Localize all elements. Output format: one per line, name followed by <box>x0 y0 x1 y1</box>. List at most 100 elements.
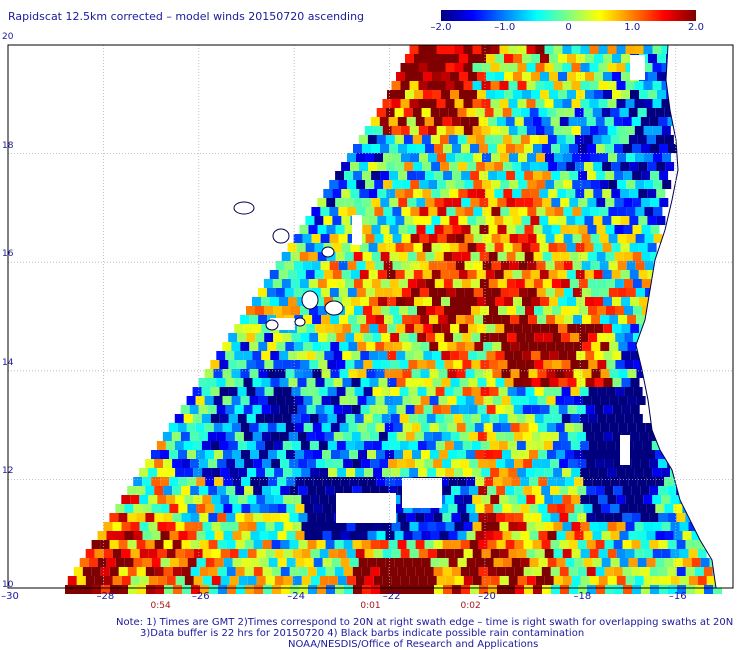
wind-cell <box>423 54 432 63</box>
wind-cell <box>292 549 302 558</box>
wind-cell <box>462 441 472 450</box>
wind-cell <box>535 45 545 54</box>
wind-cell <box>600 396 610 405</box>
wind-cell <box>279 432 289 441</box>
wind-cell <box>386 270 396 279</box>
wind-cell <box>623 585 632 594</box>
wind-cell <box>388 459 398 468</box>
wind-cell <box>649 117 659 126</box>
wind-cell <box>480 360 490 369</box>
wind-cell <box>363 441 373 450</box>
wind-cell <box>505 567 515 576</box>
wind-cell <box>414 72 423 81</box>
wind-cell <box>334 486 344 495</box>
wind-cell <box>524 171 534 180</box>
wind-cell <box>398 171 408 180</box>
wind-cell <box>121 576 131 585</box>
colorbar-label: –1.0 <box>494 22 516 33</box>
wind-cell <box>285 423 295 432</box>
wind-cell <box>373 126 383 135</box>
wind-cell <box>578 225 588 234</box>
wind-cell <box>359 243 369 252</box>
wind-cell <box>73 567 83 576</box>
wind-cell <box>488 198 498 207</box>
wind-cell <box>479 144 488 153</box>
wind-cell <box>590 234 600 243</box>
wind-cell <box>576 351 586 360</box>
wind-cell <box>550 117 560 126</box>
wind-cell <box>272 279 282 288</box>
wind-cell <box>676 567 686 576</box>
wind-cell <box>564 369 574 378</box>
wind-cell <box>616 468 626 477</box>
wind-cell <box>637 108 647 117</box>
wind-cell <box>324 432 334 441</box>
wind-cell <box>298 540 308 549</box>
wind-cell <box>264 387 274 396</box>
wind-cell <box>403 450 412 459</box>
wind-cell <box>265 522 275 531</box>
wind-cell <box>468 324 478 333</box>
wind-cell <box>381 414 391 423</box>
wind-cell <box>365 180 375 189</box>
wind-cell <box>371 144 380 153</box>
wind-cell <box>554 234 564 243</box>
wind-cell <box>472 45 482 54</box>
wind-cell <box>422 189 432 198</box>
wind-cell <box>299 279 309 288</box>
wind-cell <box>551 198 561 207</box>
wind-cell <box>565 135 575 144</box>
wind-cell <box>193 495 203 504</box>
wind-cell <box>252 351 262 360</box>
wind-cell <box>470 225 480 234</box>
wind-cell <box>358 450 367 459</box>
wind-cell <box>244 486 254 495</box>
wind-cell <box>231 369 241 378</box>
wind-cell <box>595 540 605 549</box>
wind-cell <box>399 306 408 315</box>
wind-cell <box>121 495 131 504</box>
wind-cell <box>414 54 423 63</box>
wind-cell <box>552 306 561 315</box>
wind-cell <box>202 495 212 504</box>
wind-cell <box>637 558 647 567</box>
wind-cell <box>342 297 351 306</box>
wind-cell <box>427 576 437 585</box>
wind-cell <box>451 540 461 549</box>
wind-cell <box>536 153 545 162</box>
wind-cell <box>128 585 137 594</box>
wind-cell <box>387 297 396 306</box>
wind-cell <box>560 585 569 594</box>
wind-cell <box>567 405 577 414</box>
wind-cell <box>338 180 348 189</box>
wind-cell <box>519 342 529 351</box>
wind-cell <box>539 216 549 225</box>
wind-cell <box>513 405 523 414</box>
wind-cell <box>399 441 409 450</box>
wind-cell <box>576 54 585 63</box>
wind-cell <box>375 342 385 351</box>
wind-cell <box>419 261 429 270</box>
wind-cell <box>468 405 478 414</box>
wind-cell <box>445 495 455 504</box>
wind-cell <box>455 207 465 216</box>
wind-cell <box>304 531 314 540</box>
wind-cell <box>434 585 443 594</box>
wind-cell <box>447 396 457 405</box>
wind-cell <box>300 441 310 450</box>
wind-cell <box>238 495 248 504</box>
wind-cell <box>315 405 325 414</box>
wind-cell <box>572 234 582 243</box>
wind-cell <box>256 549 266 558</box>
wind-cell <box>409 99 419 108</box>
wind-cell <box>567 297 576 306</box>
wind-cell <box>229 522 239 531</box>
wind-cell <box>402 396 412 405</box>
wind-cell <box>387 351 397 360</box>
wind-cell <box>261 378 271 387</box>
wind-cell <box>556 531 566 540</box>
wind-cell <box>558 324 568 333</box>
wind-cell <box>288 405 298 414</box>
wind-cell <box>434 225 444 234</box>
wind-cell <box>490 45 500 54</box>
